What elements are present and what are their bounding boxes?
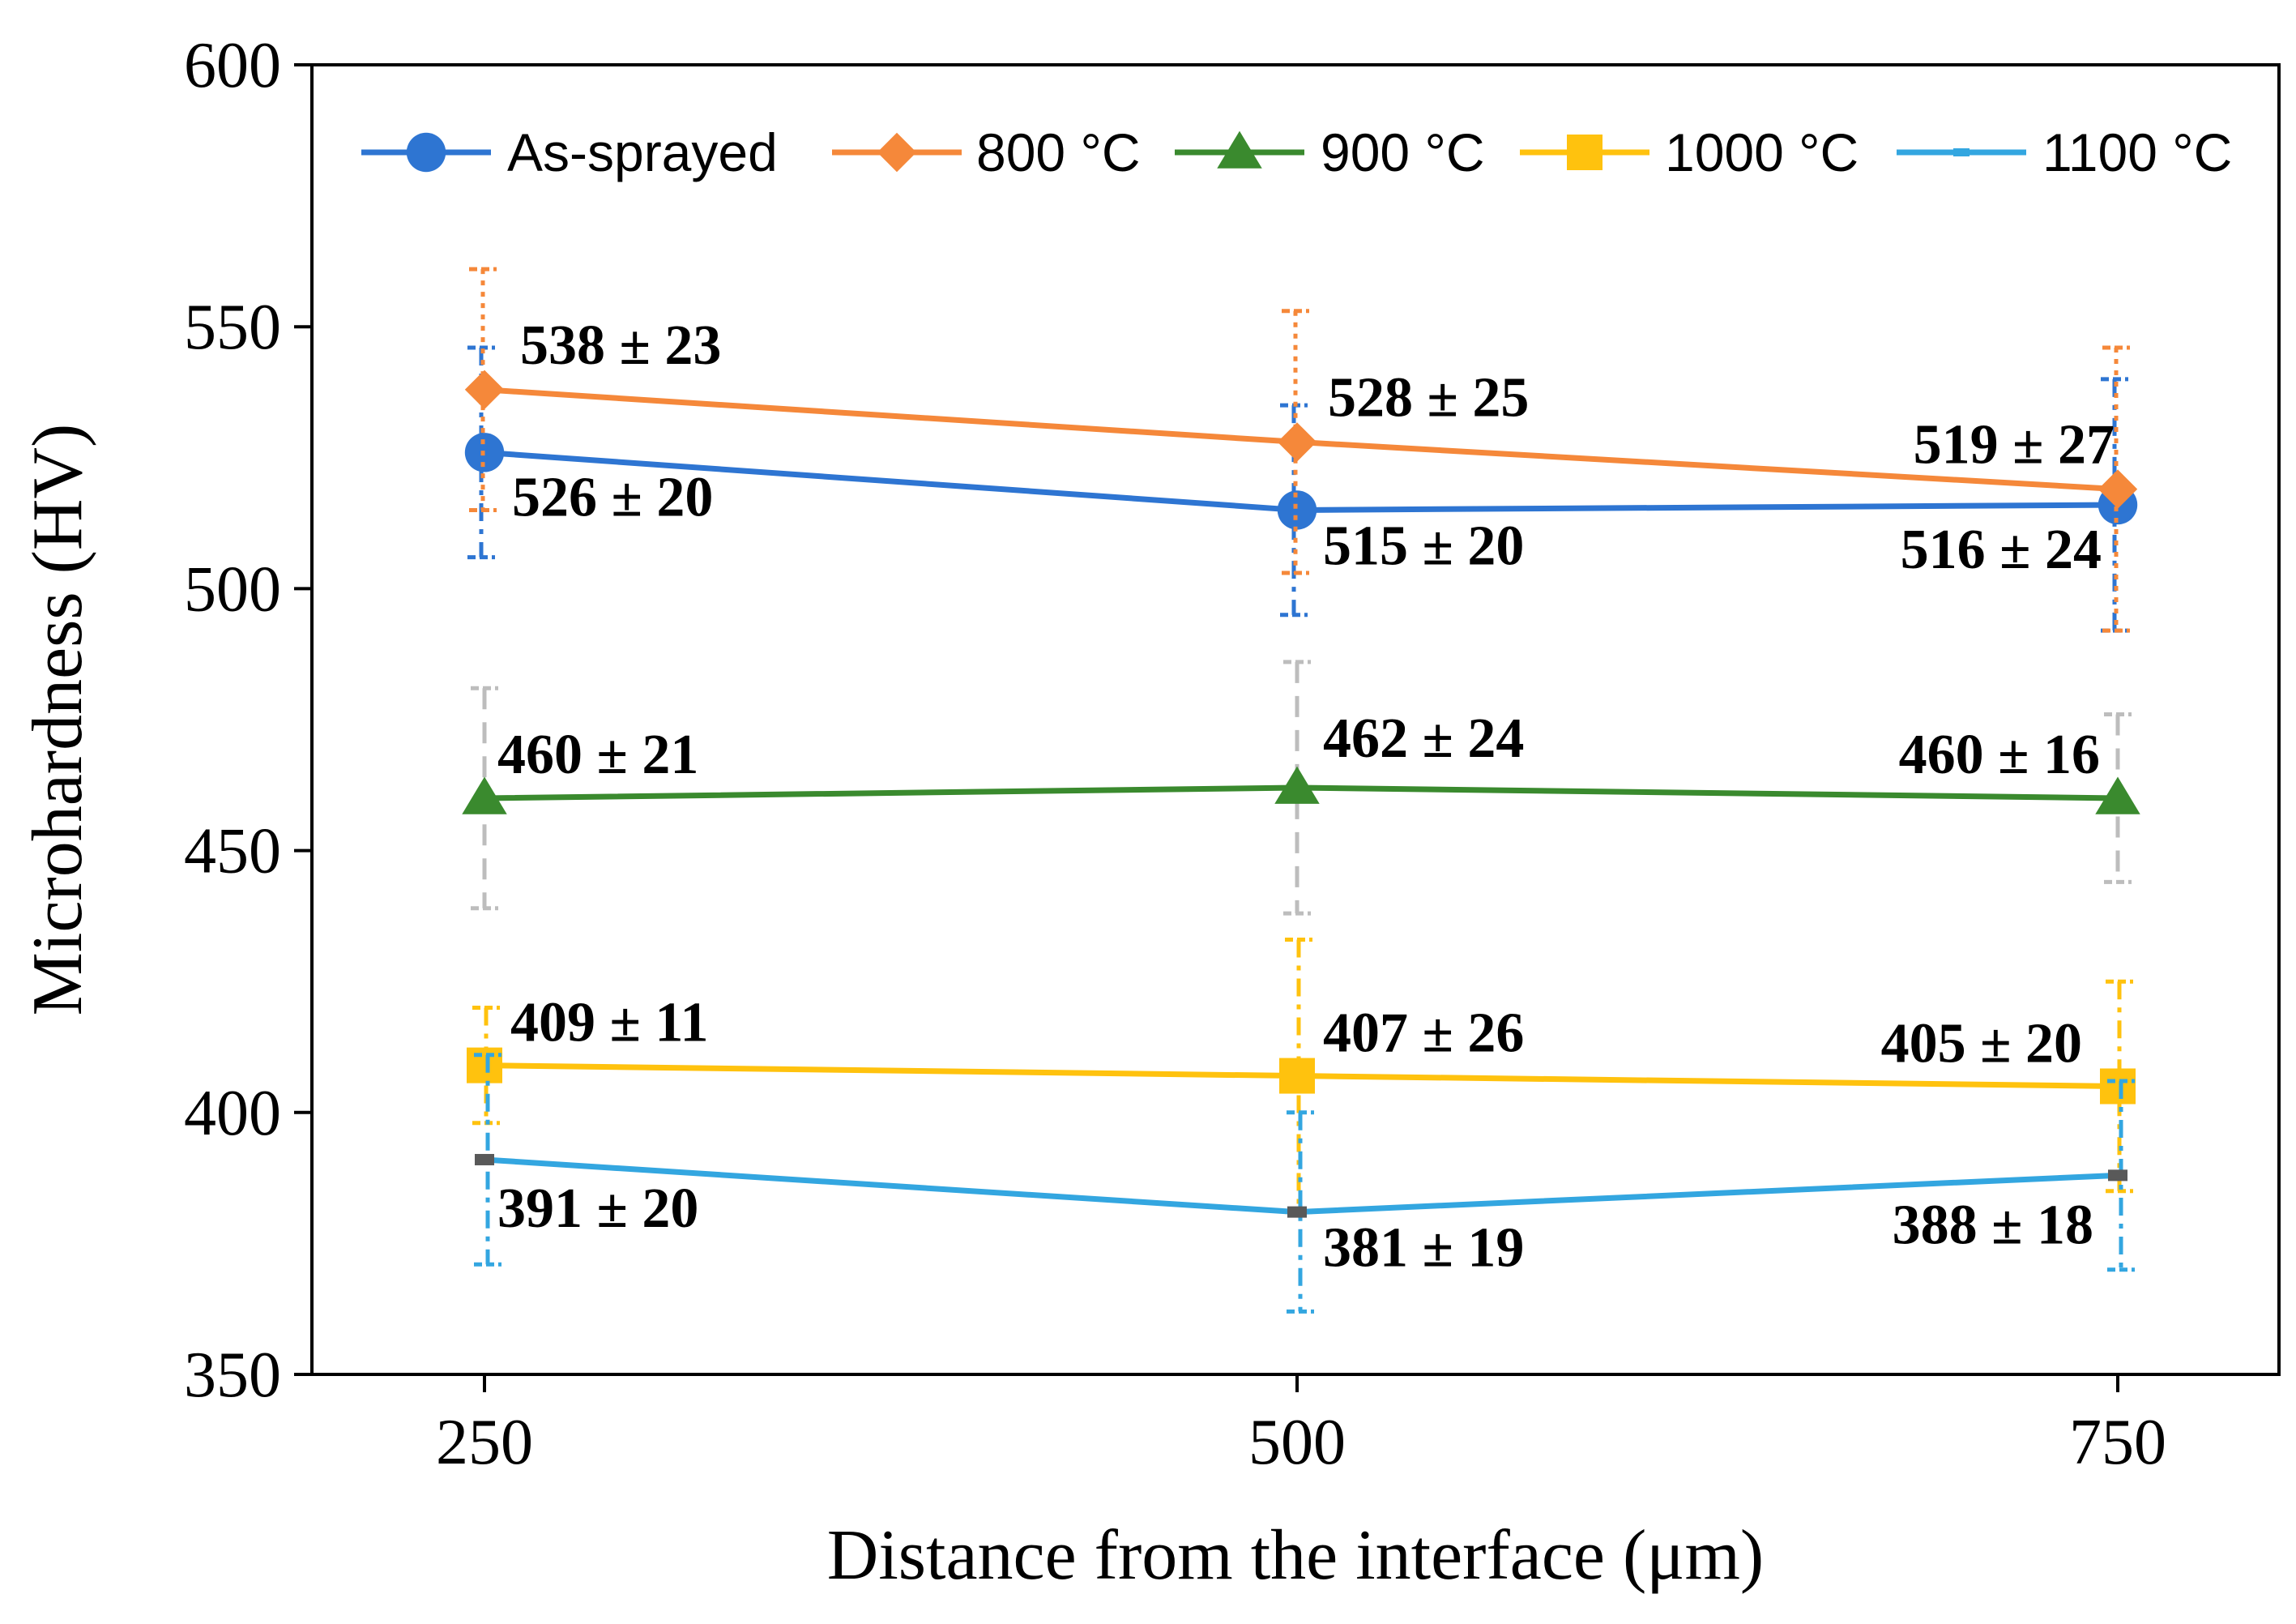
series-layer [462,267,2140,1314]
data-point [1277,490,1317,530]
y-tick-label: 500 [184,553,281,625]
data-point [2098,469,2138,509]
data-label: 515 ± 20 [1323,515,1524,577]
legend-label: 1100 °C [2042,122,2232,182]
legend-entry: As-sprayed [361,122,778,182]
legend-marker [877,132,917,173]
data-label: 526 ± 20 [512,466,713,528]
y-axis: 350 400 450 500 550 600 [184,30,312,1411]
series-group [464,345,2138,633]
y-axis-title: Microhardness (HV) [19,424,97,1016]
data-point [467,1047,502,1083]
legend-label: 1000 °C [1665,122,1859,182]
data-point [1277,422,1317,462]
series-group [462,660,2140,916]
data-label: 528 ± 25 [1328,366,1529,429]
legend-marker [1217,130,1262,169]
legend-marker [406,132,446,173]
data-point [2095,776,2140,814]
legend-entry: 800 °C [832,122,1141,182]
data-point [1274,766,1320,804]
data-label: 462 ± 24 [1323,707,1524,770]
data-labels-layer: 526 ± 20 515 ± 20 516 ± 24 538 ± 23 528 ± 25… [497,314,2115,1280]
legend-label: 800 °C [976,122,1141,182]
data-label: 391 ± 20 [497,1177,698,1240]
x-axis-title: Distance from the interface (μm) [827,1516,1764,1595]
data-label: 388 ± 18 [1893,1194,2093,1256]
legend-entry: 1100 °C [1897,122,2232,182]
data-point [1279,1058,1315,1094]
series-group [474,1053,2135,1314]
series-group [464,267,2138,633]
x-axis: 250 500 750 [436,1374,2166,1478]
x-tick-label: 750 [2069,1407,2166,1478]
y-tick-label: 600 [184,30,281,101]
y-tick-label: 400 [184,1078,281,1149]
data-label: 409 ± 11 [510,992,709,1054]
data-label: 538 ± 23 [520,314,721,377]
x-tick-label: 500 [1248,1407,1346,1478]
data-point [475,1153,494,1165]
data-label: 381 ± 19 [1323,1217,1524,1280]
y-tick-label: 550 [184,292,281,363]
legend-label: As-sprayed [507,122,778,182]
data-label: 405 ± 20 [1881,1012,2082,1075]
data-label: 407 ± 26 [1323,1002,1524,1065]
legend-label: 900 °C [1321,122,1485,182]
legend-marker [1567,135,1603,170]
data-label: 516 ± 24 [1901,519,2102,581]
legend-entry: 1000 °C [1520,122,1859,182]
data-point [2100,1068,2136,1105]
data-label: 460 ± 16 [1899,724,2100,786]
data-label: 460 ± 21 [497,724,698,786]
legend: As-sprayed 800 °C 900 °C 1000 °C 1100 °C [361,122,2232,182]
data-point [464,370,505,409]
data-point [2108,1169,2127,1182]
data-label: 519 ± 27 [1914,414,2115,477]
x-tick-label: 250 [436,1407,533,1478]
legend-entry: 900 °C [1175,122,1485,182]
y-tick-label: 350 [184,1340,281,1411]
legend-marker [1953,148,1970,156]
data-point [462,776,507,814]
data-point [1287,1206,1307,1218]
y-tick-label: 450 [184,816,281,887]
